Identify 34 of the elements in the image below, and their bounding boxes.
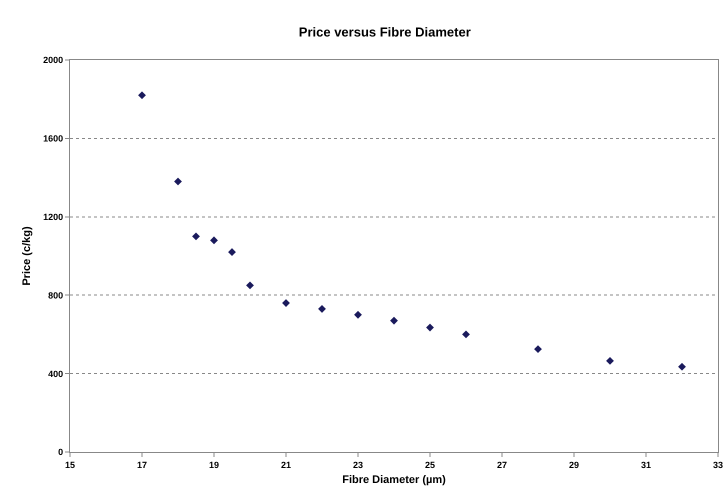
x-tick-label: 21 [280, 460, 292, 470]
point [282, 299, 290, 307]
y-tick-label: 800 [48, 290, 64, 300]
point [192, 232, 200, 240]
point [138, 91, 146, 100]
point [426, 324, 434, 332]
x-tick-label: 31 [640, 460, 652, 470]
x-tick-label: 29 [568, 460, 580, 470]
chart-title: Price versus Fibre Diameter [298, 24, 471, 40]
y-tick-label: 1200 [43, 212, 64, 222]
x-tick-label: 25 [424, 460, 436, 470]
point [354, 310, 362, 319]
x-tick-label: 23 [352, 460, 364, 470]
point [246, 282, 254, 290]
y-tick-label: 2000 [43, 55, 64, 66]
y-tick-label: 400 [48, 368, 64, 379]
x-tick-label: 33 [712, 460, 724, 470]
y-axis-title: Price (c/kg) [20, 226, 33, 286]
point [390, 316, 398, 325]
point [228, 248, 236, 256]
point [318, 305, 326, 313]
point [606, 356, 614, 365]
x-tick-label: 15 [64, 460, 76, 470]
y-tick-label: 1600 [43, 134, 64, 144]
x-tick-label: 27 [496, 460, 508, 470]
x-axis-title: Fibre Diameter (µm) [342, 474, 446, 486]
point [462, 330, 470, 338]
y-tick-label: 0 [58, 447, 64, 458]
point [678, 362, 686, 371]
x-tick-label: 17 [136, 460, 148, 470]
point [174, 178, 182, 186]
x-tick-label: 19 [208, 460, 220, 470]
point [210, 236, 218, 244]
point [534, 345, 542, 353]
